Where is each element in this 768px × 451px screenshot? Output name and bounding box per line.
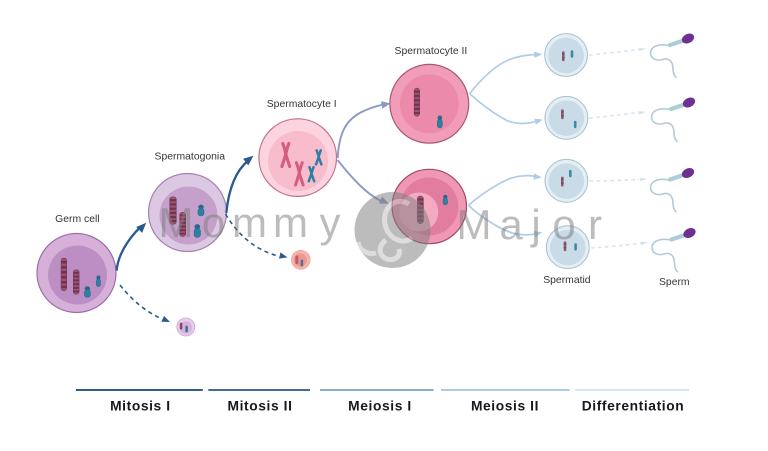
svg-text:Germ cell: Germ cell — [55, 214, 99, 225]
svg-text:o: o — [552, 201, 575, 248]
svg-text:M: M — [159, 199, 194, 246]
svg-text:Spermatocyte I: Spermatocyte I — [267, 99, 337, 110]
svg-text:Spermatocyte II: Spermatocyte II — [395, 46, 468, 57]
svg-text:Spermatid: Spermatid — [543, 275, 591, 286]
svg-text:m: m — [273, 199, 308, 246]
svg-text:Mitosis II: Mitosis II — [227, 399, 292, 414]
svg-text:Spermatogonia: Spermatogonia — [155, 152, 226, 163]
svg-text:Differentiation: Differentiation — [582, 399, 685, 414]
svg-text:j: j — [529, 201, 540, 248]
svg-text:a: a — [499, 201, 523, 248]
svg-text:m: m — [232, 199, 267, 246]
svg-text:Sperm: Sperm — [659, 277, 690, 288]
svg-text:Mitosis I: Mitosis I — [110, 399, 171, 414]
svg-text:Meiosis I: Meiosis I — [348, 399, 412, 414]
svg-text:o: o — [202, 199, 225, 246]
svg-text:y: y — [320, 199, 341, 246]
svg-text:M: M — [457, 201, 492, 248]
svg-text:r: r — [588, 201, 602, 248]
svg-text:Meiosis II: Meiosis II — [471, 399, 539, 414]
